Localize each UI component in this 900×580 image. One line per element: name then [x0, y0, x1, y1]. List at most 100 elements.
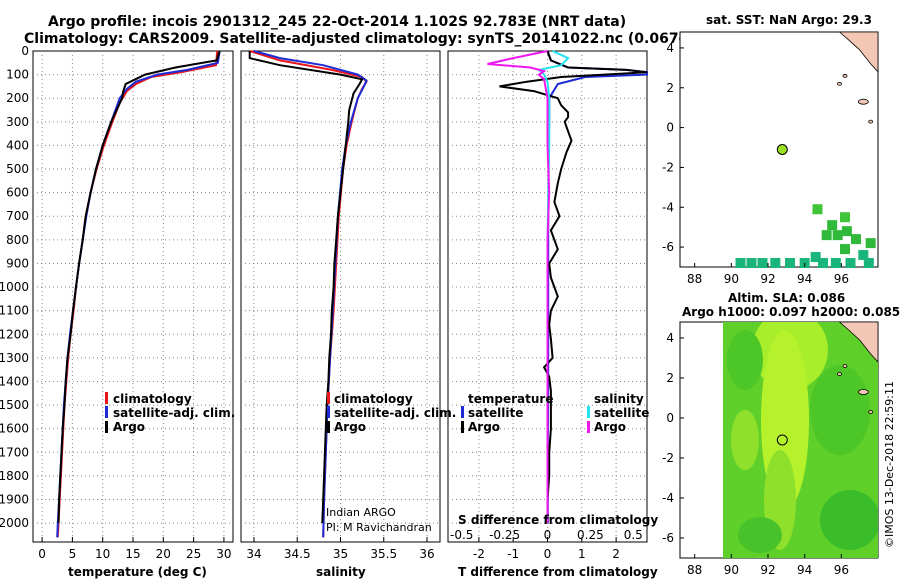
legend-swatch-s-satellite: [587, 406, 590, 418]
depth-tick-label-2000: 2000: [0, 516, 29, 530]
p3-stick-label-3: 0.25: [577, 528, 604, 542]
temperature-plot-frame: [32, 50, 234, 543]
p3-stick-label-2: 0: [544, 528, 552, 542]
legend-label-argo: Argo: [113, 420, 145, 434]
m2-xtick-label-3: 94: [797, 563, 812, 577]
depth-tick-label-1300: 1300: [0, 351, 29, 365]
m1-ytick-label-5: -6: [662, 240, 674, 254]
m1-xtick-label-2: 92: [760, 272, 775, 286]
m2-xtick-label-4: 96: [834, 563, 849, 577]
pi-annotation: PI: M Ravichandran: [326, 521, 432, 534]
salinity-legend: climatology satellite-adj. clim. Argo: [327, 392, 456, 434]
m1-xtick-label-3: 94: [797, 272, 812, 286]
depth-tick-label-1400: 1400: [0, 374, 29, 388]
m2-island-1: [857, 389, 869, 395]
legend-title-salinity: salinity: [594, 392, 644, 406]
sst-argo-position-marker: [776, 144, 788, 155]
m1-ytick-label-2: 0: [666, 121, 674, 135]
depth-tick-label-200: 200: [6, 91, 29, 105]
m1-ytick-label-3: -2: [662, 160, 674, 174]
temperature-panel: 0100200300400500600700800900100011001200…: [0, 44, 235, 579]
sst-cell-9: [858, 250, 869, 261]
legend-swatch-climatology-2: [327, 392, 330, 404]
m1-island-0: [842, 73, 848, 78]
m1-ytick-label-0: 4: [666, 41, 674, 55]
temperature-xlabel: temperature (deg C): [68, 565, 207, 579]
sst-cell-8: [840, 244, 850, 255]
depth-tick-label-800: 800: [6, 233, 29, 247]
imos-credit: ©IMOS 13-Dec-2018 22:59:11: [883, 381, 896, 548]
salinity-panel: 34 34.5 35 35.5 36 salinity climatology sate…: [240, 50, 456, 579]
indian-argo-annotation: Indian ARGO: [326, 506, 396, 519]
sst-map-panel: sat. SST: NaN Argo: 29.3 4 2 0 -2 -4 -6 88 90 9…: [662, 13, 879, 286]
p2-xtick-label-0: 34: [246, 547, 261, 561]
m1-ytick-label-1: 2: [666, 81, 674, 95]
sst-cell-13: [757, 258, 768, 269]
sst-cell-17: [818, 258, 828, 269]
depth-tick-label-0: 0: [21, 44, 29, 58]
legend-swatch-argo: [105, 421, 108, 433]
m2-island-0: [842, 364, 848, 368]
sla-argo-position-marker: [776, 434, 788, 446]
sla-map-subtitle: Argo h1000: 0.097 h2000: 0.085: [682, 305, 900, 319]
legend-label-argo-2: Argo: [334, 420, 366, 434]
m2-ytick-label-5: -6: [662, 531, 674, 545]
salinity-xlabel: salinity: [316, 565, 366, 579]
p3-xtick-label-3: 1: [578, 547, 586, 561]
m2-ytick-label-1: 2: [666, 371, 674, 385]
sla-field: [723, 322, 878, 558]
m1-ytick-label-4: -4: [662, 200, 674, 214]
t-difference-xlabel: T difference from climatology: [458, 565, 658, 579]
m2-island-3: [837, 372, 842, 376]
salinity-plot-frame: [240, 50, 441, 543]
p1-series-satellite-adj-clim-: [56, 50, 221, 538]
p2-xtick-label-4: 36: [419, 547, 434, 561]
p3-xtick-label-0: -2: [473, 547, 485, 561]
legend-swatch-s-argo: [587, 421, 590, 433]
legend-swatch-climatology: [105, 392, 108, 404]
p2-series-argo: [248, 51, 364, 524]
legend-swatch-satellite-2: [327, 406, 330, 418]
depth-tick-label-1100: 1100: [0, 304, 29, 318]
sla-map-panel: Altim. SLA: 0.086 Argo h1000: 0.097 h200…: [662, 291, 900, 577]
title-line-1: Argo profile: incois 2901312_245 22-Oct-…: [48, 14, 626, 30]
legend-title-temperature: temperature: [468, 392, 553, 406]
m1-coastline: [838, 31, 879, 73]
m2-ytick-label-0: 4: [666, 331, 674, 345]
m1-island-1: [857, 98, 869, 105]
m2-xtick-label-1: 90: [724, 563, 739, 577]
p3-stick-label-0: -0.5: [450, 528, 473, 542]
p1-xtick-label-6: 30: [216, 547, 231, 561]
legend-label-climatology-2: climatology: [334, 392, 413, 406]
p2-series-satellite-adj-clim-: [253, 50, 368, 538]
sst-cell-15: [785, 258, 795, 269]
sst-cell-3: [832, 230, 843, 241]
sst-cell-18: [830, 258, 841, 269]
legend-swatch-satellite: [105, 406, 108, 418]
p1-xtick-label-3: 15: [125, 547, 140, 561]
depth-tick-label-1900: 1900: [0, 493, 29, 507]
p1-xtick-label-5: 25: [186, 547, 201, 561]
sst-map-title: sat. SST: NaN Argo: 29.3: [706, 13, 872, 27]
p3-stick-label-4: 0.5: [624, 528, 643, 542]
m2-xtick-label-2: 92: [760, 563, 775, 577]
p3-stick-label-1: -0.25: [489, 528, 520, 542]
sst-cell-6: [851, 234, 861, 245]
sst-cell-5: [841, 226, 852, 237]
m1-island-3: [837, 81, 842, 86]
legend-label-s-satellite: satellite: [594, 406, 649, 420]
sla-map-title: Altim. SLA: 0.086: [728, 291, 845, 305]
sst-cell-10: [810, 252, 821, 263]
legend-swatch-t-satellite: [461, 406, 464, 418]
depth-tick-label-1000: 1000: [0, 280, 29, 294]
difference-legend: temperature satellite Argo salinity sate…: [461, 392, 649, 434]
m2-xtick-label-0: 88: [687, 563, 702, 577]
title-line-2: Climatology: CARS2009. Satellite-adjuste…: [24, 31, 752, 47]
depth-tick-label-400: 400: [6, 138, 29, 152]
sst-cell-20: [863, 258, 874, 269]
m2-ytick-label-3: -2: [662, 451, 674, 465]
difference-panel: -2 -1 0 1 2 -0.5 -0.25 0 0.25 0.5 S difference f…: [447, 50, 658, 579]
depth-tick-label-100: 100: [6, 68, 29, 82]
sst-cell-0: [812, 204, 823, 215]
